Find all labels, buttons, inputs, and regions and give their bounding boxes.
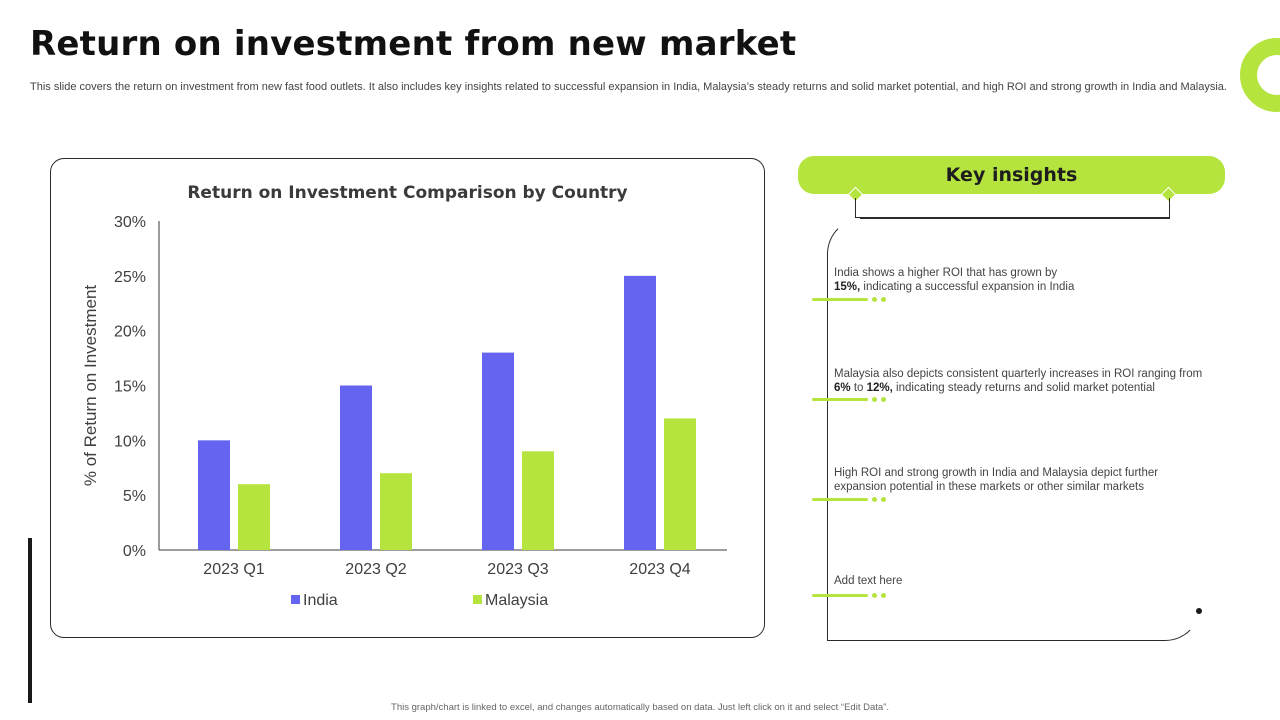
insight-1-highlight: 15%, xyxy=(834,281,861,293)
insight-2-text: Malaysia also depicts consistent quarter… xyxy=(834,368,1203,380)
insight-2-highlight-low: 6% xyxy=(834,382,851,394)
insights-panel xyxy=(827,218,1201,641)
legend-label-india: India xyxy=(303,592,338,609)
insight-marker-dot xyxy=(881,497,886,502)
decorative-bar xyxy=(28,538,32,703)
legend-swatch-malaysia xyxy=(473,595,482,604)
insight-marker-1 xyxy=(812,298,868,301)
bar-malaysia-3 xyxy=(522,451,554,550)
bar-india-3 xyxy=(482,352,514,550)
bar-malaysia-2 xyxy=(380,473,412,550)
y-tick-label: 0% xyxy=(123,543,146,560)
y-tick-label: 25% xyxy=(114,269,146,286)
insight-item-3: High ROI and strong growth in India and … xyxy=(834,466,1204,494)
insight-marker-dot xyxy=(872,397,877,402)
insight-2-tail: indicating steady returns and solid mark… xyxy=(896,382,1155,394)
insight-1-text: India shows a higher ROI that has grown … xyxy=(834,267,1058,279)
x-tick-label: 2023 Q3 xyxy=(487,561,548,578)
y-tick-label: 5% xyxy=(123,488,146,505)
key-insights-header: Key insights xyxy=(798,156,1225,194)
y-axis-label: % of Return on Investment xyxy=(81,285,100,487)
x-tick-label: 2023 Q2 xyxy=(345,561,406,578)
decorative-ring xyxy=(1240,38,1280,112)
insight-marker-2 xyxy=(812,398,868,401)
panel-end-dot xyxy=(1196,608,1202,614)
header-bracket xyxy=(855,198,1170,218)
bar-india-4 xyxy=(624,275,656,550)
page-subtitle: This slide covers the return on investme… xyxy=(30,81,1227,93)
insight-item-2: Malaysia also depicts consistent quarter… xyxy=(834,367,1204,395)
panel-top-line xyxy=(860,217,1170,219)
insight-item-1: India shows a higher ROI that has grown … xyxy=(834,266,1204,294)
insight-marker-dot xyxy=(872,297,877,302)
x-tick-label: 2023 Q1 xyxy=(203,561,264,578)
insight-marker-dot xyxy=(881,297,886,302)
y-tick-label: 20% xyxy=(114,324,146,341)
bar-india-1 xyxy=(198,440,230,550)
insight-2-connector: to xyxy=(853,382,864,394)
bar-india-2 xyxy=(340,385,372,550)
footer-note: This graph/chart is linked to excel, and… xyxy=(391,702,889,713)
y-tick-label: 30% xyxy=(114,214,146,231)
insight-2-highlight-high: 12%, xyxy=(866,382,893,394)
insight-marker-4 xyxy=(812,594,868,597)
insight-marker-dot xyxy=(872,593,877,598)
y-tick-label: 10% xyxy=(114,433,146,450)
insight-item-4[interactable]: Add text here xyxy=(834,574,1204,588)
legend-swatch-india xyxy=(291,595,300,604)
x-tick-label: 2023 Q4 xyxy=(629,561,690,578)
page-title: Return on investment from new market xyxy=(30,24,797,64)
bar-malaysia-1 xyxy=(238,484,270,550)
insight-marker-3 xyxy=(812,498,868,501)
y-tick-label: 15% xyxy=(114,379,146,396)
insight-4-placeholder[interactable]: Add text here xyxy=(834,575,903,587)
insight-marker-dot xyxy=(881,593,886,598)
insight-marker-dot xyxy=(872,497,877,502)
chart-title: Return on Investment Comparison by Count… xyxy=(187,183,628,203)
insight-marker-dot xyxy=(881,397,886,402)
chart-card[interactable]: Return on Investment Comparison by Count… xyxy=(50,158,765,638)
legend-label-malaysia: Malaysia xyxy=(485,592,548,609)
insight-3-text: High ROI and strong growth in India and … xyxy=(834,467,1159,493)
bar-malaysia-4 xyxy=(664,418,696,550)
roi-bar-chart[interactable]: 0% 5% 10% 15% 20% 25% 30% % of Return on Invest… xyxy=(51,159,764,637)
insight-1-tail: indicating a successful expansion in Ind… xyxy=(863,281,1075,293)
